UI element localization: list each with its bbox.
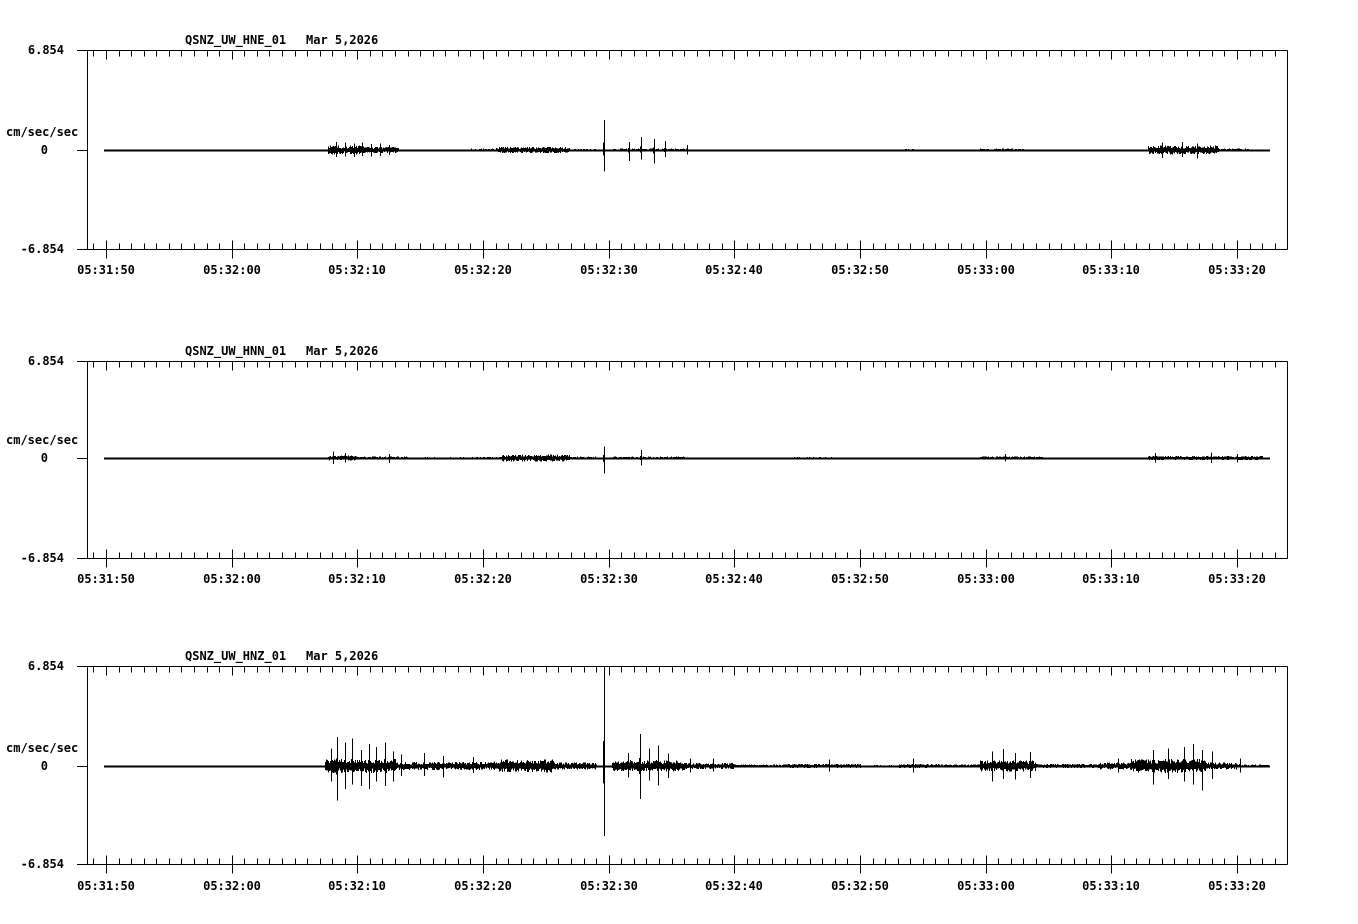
- x-tick-label: 05:32:00: [203, 572, 261, 586]
- channel-label: QSNZ_UW_HNN_01: [185, 344, 287, 358]
- x-tick-label: 05:32:20: [454, 572, 512, 586]
- x-tick-label: 05:33:10: [1082, 879, 1140, 893]
- x-tick-label: 05:32:40: [705, 572, 763, 586]
- x-tick-label: 05:33:10: [1082, 263, 1140, 277]
- x-tick-label: 05:32:50: [831, 572, 889, 586]
- x-tick-label: 05:32:00: [203, 263, 261, 277]
- channel-label: QSNZ_UW_HNZ_01: [185, 649, 287, 663]
- y-max-label: 6.854: [27, 43, 64, 57]
- y-min-label: -6.854: [20, 857, 64, 871]
- date-label: Mar 5,2026: [306, 344, 379, 358]
- y-zero-label: 0: [40, 759, 48, 773]
- x-tick-label: 05:33:00: [957, 879, 1015, 893]
- x-tick-label: 05:32:30: [580, 879, 638, 893]
- y-zero-label: 0: [40, 143, 48, 157]
- x-tick-label: 05:33:20: [1208, 572, 1266, 586]
- x-tick-label: 05:33:20: [1208, 879, 1266, 893]
- x-tick-label: 05:33:20: [1208, 263, 1266, 277]
- y-zero-label: 0: [40, 451, 48, 465]
- x-tick-label: 05:32:10: [328, 879, 386, 893]
- units-label: cm/sec/sec: [6, 125, 79, 139]
- x-tick-label: 05:33:00: [957, 263, 1015, 277]
- x-tick-label: 05:32:10: [328, 263, 386, 277]
- x-tick-label: 05:32:20: [454, 879, 512, 893]
- x-tick-label: 05:32:10: [328, 572, 386, 586]
- x-tick-label: 05:32:30: [580, 572, 638, 586]
- y-max-label: 6.854: [27, 659, 64, 673]
- channel-label: QSNZ_UW_HNE_01: [185, 33, 287, 47]
- x-tick-label: 05:32:50: [831, 879, 889, 893]
- y-min-label: -6.854: [20, 242, 64, 256]
- x-tick-label: 05:33:10: [1082, 572, 1140, 586]
- units-label: cm/sec/sec: [6, 433, 79, 447]
- x-tick-label: 05:32:40: [705, 879, 763, 893]
- x-tick-label: 05:31:50: [77, 263, 135, 277]
- y-max-label: 6.854: [27, 354, 64, 368]
- x-tick-label: 05:32:20: [454, 263, 512, 277]
- date-label: Mar 5,2026: [306, 649, 379, 663]
- y-min-label: -6.854: [20, 551, 64, 565]
- x-tick-label: 05:31:50: [77, 572, 135, 586]
- date-label: Mar 5,2026: [306, 33, 379, 47]
- x-tick-label: 05:32:00: [203, 879, 261, 893]
- x-tick-label: 05:31:50: [77, 879, 135, 893]
- units-label: cm/sec/sec: [6, 741, 79, 755]
- x-tick-label: 05:33:00: [957, 572, 1015, 586]
- x-tick-label: 05:32:50: [831, 263, 889, 277]
- x-tick-label: 05:32:30: [580, 263, 638, 277]
- x-tick-label: 05:32:40: [705, 263, 763, 277]
